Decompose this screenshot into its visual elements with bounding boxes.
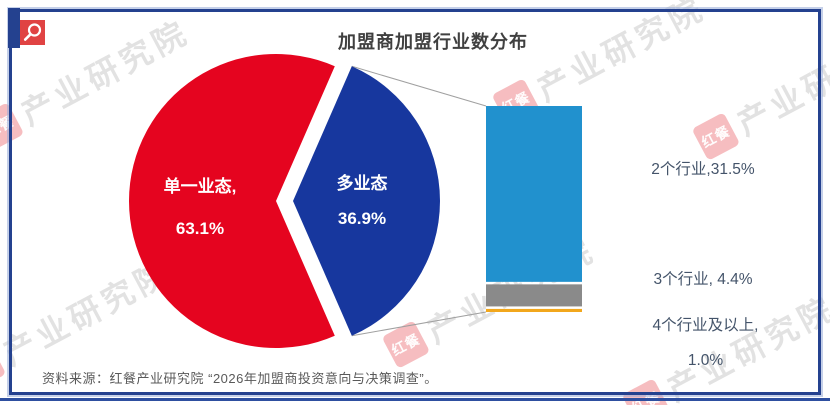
magnifier-logo-badge — [20, 20, 45, 45]
chart-title: 加盟商加盟行业数分布 — [338, 32, 528, 52]
pie-label-multi-format: 多业态 36.9% — [302, 169, 422, 229]
bar-label-3-industries: 3个行业, 4.4% — [653, 271, 753, 288]
pie-slice-multi-format — [293, 66, 440, 336]
bar-label-4plus-industries: 4个行业及以上, 1.0% — [608, 308, 803, 378]
bar-segment-0 — [486, 106, 582, 282]
bar-segment-2 — [486, 308, 582, 312]
bar-segment-1 — [486, 284, 582, 307]
connector-line-bottom — [351, 311, 487, 337]
bar-label-4plus-industries-name: 4个行业及以上, — [652, 317, 759, 334]
connector-line-top — [351, 65, 487, 107]
pie-label-multi-format-name: 多业态 — [336, 174, 388, 193]
bottom-divider-line — [0, 398, 830, 401]
data-source-note: 资料来源：红餐产业研究院 “2026年加盟商投资意向与决策调查”。 — [42, 371, 438, 386]
corner-accent-bar — [8, 8, 20, 48]
bar-label-2-industries: 2个行业,31.5% — [651, 161, 755, 178]
pie-label-multi-format-value: 36.9% — [337, 209, 387, 228]
pie-label-single-format-value: 63.1% — [175, 219, 225, 238]
pie-slice-single-format — [128, 53, 335, 348]
pie-label-single-format: 单一业态, 63.1% — [135, 172, 265, 239]
magnifier-icon — [23, 23, 42, 41]
bar-label-4plus-industries-value: 1.0% — [687, 352, 724, 369]
pie-label-single-format-name: 单一业态, — [163, 177, 237, 196]
